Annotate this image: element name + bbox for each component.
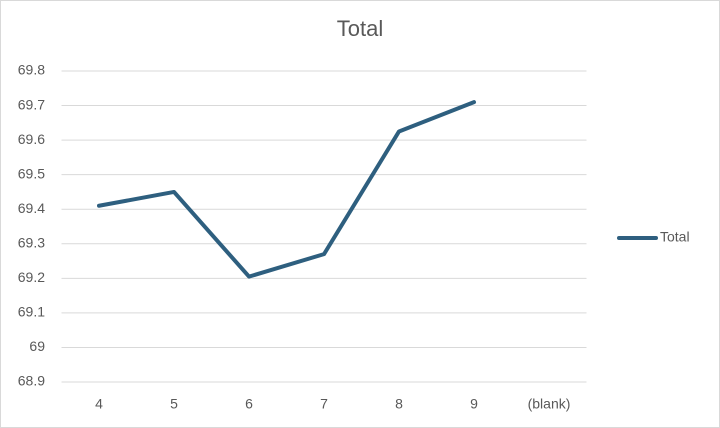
y-tick-label: 69.8	[18, 62, 45, 78]
y-tick-label: 69.4	[18, 200, 45, 216]
x-tick-label: 5	[170, 396, 178, 412]
x-tick-label: 9	[470, 396, 478, 412]
y-tick-label: 69	[29, 338, 45, 354]
y-tick-label: 69.6	[18, 131, 45, 147]
legend-label: Total	[660, 229, 690, 245]
y-tick-label: 69.1	[18, 304, 45, 320]
x-tick-label: 4	[95, 396, 103, 412]
line-series	[97, 100, 476, 279]
y-tick-label: 68.9	[18, 373, 45, 389]
x-tick-label: (blank)	[528, 396, 571, 412]
x-tick-label: 8	[395, 396, 403, 412]
x-tick-label: 7	[320, 396, 328, 412]
x-tick-label: 6	[245, 396, 253, 412]
y-tick-label: 69.2	[18, 269, 45, 285]
y-tick-label: 69.7	[18, 96, 45, 112]
y-tick-label: 69.5	[18, 165, 45, 181]
chart-title: Total	[337, 16, 383, 41]
y-tick-label: 69.3	[18, 234, 45, 250]
